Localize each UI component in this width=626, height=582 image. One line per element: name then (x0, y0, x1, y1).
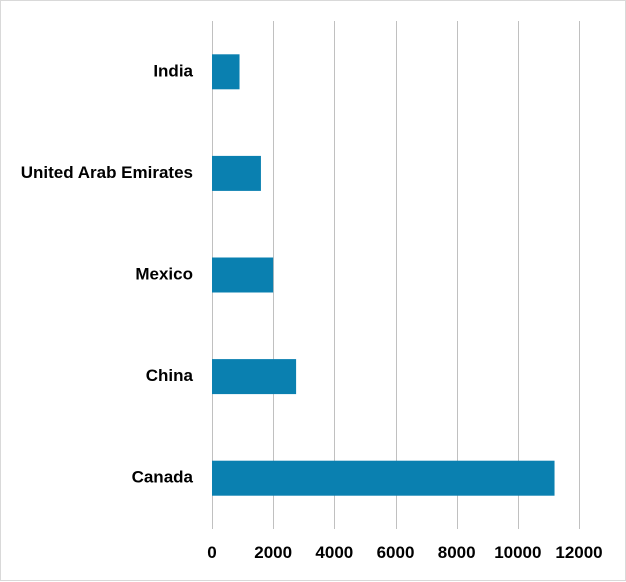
category-label: United Arab Emirates (21, 163, 193, 182)
x-tick-labels: 0 2000 4000 6000 8000 10000 12000 (207, 543, 602, 562)
x-tick-label: 8000 (438, 543, 476, 562)
x-tick-label: 0 (207, 543, 216, 562)
category-label: India (153, 61, 193, 80)
bar-canada (212, 460, 555, 496)
bar-india (212, 54, 240, 90)
x-tick-label: 12000 (555, 543, 602, 562)
category-label: Mexico (135, 264, 193, 283)
bar-china (212, 359, 297, 395)
bars (212, 54, 555, 496)
x-tick-label: 10000 (494, 543, 541, 562)
x-tick-label: 2000 (254, 543, 292, 562)
bar-mexico (212, 257, 274, 293)
x-tick-label: 6000 (377, 543, 415, 562)
x-tick-label: 4000 (315, 543, 353, 562)
gridlines (212, 21, 580, 529)
bar-united-arab-emirates (212, 155, 261, 191)
category-labels: India United Arab Emirates Mexico China Cana… (21, 61, 194, 486)
category-label: Canada (132, 468, 194, 487)
category-label: China (146, 366, 194, 385)
